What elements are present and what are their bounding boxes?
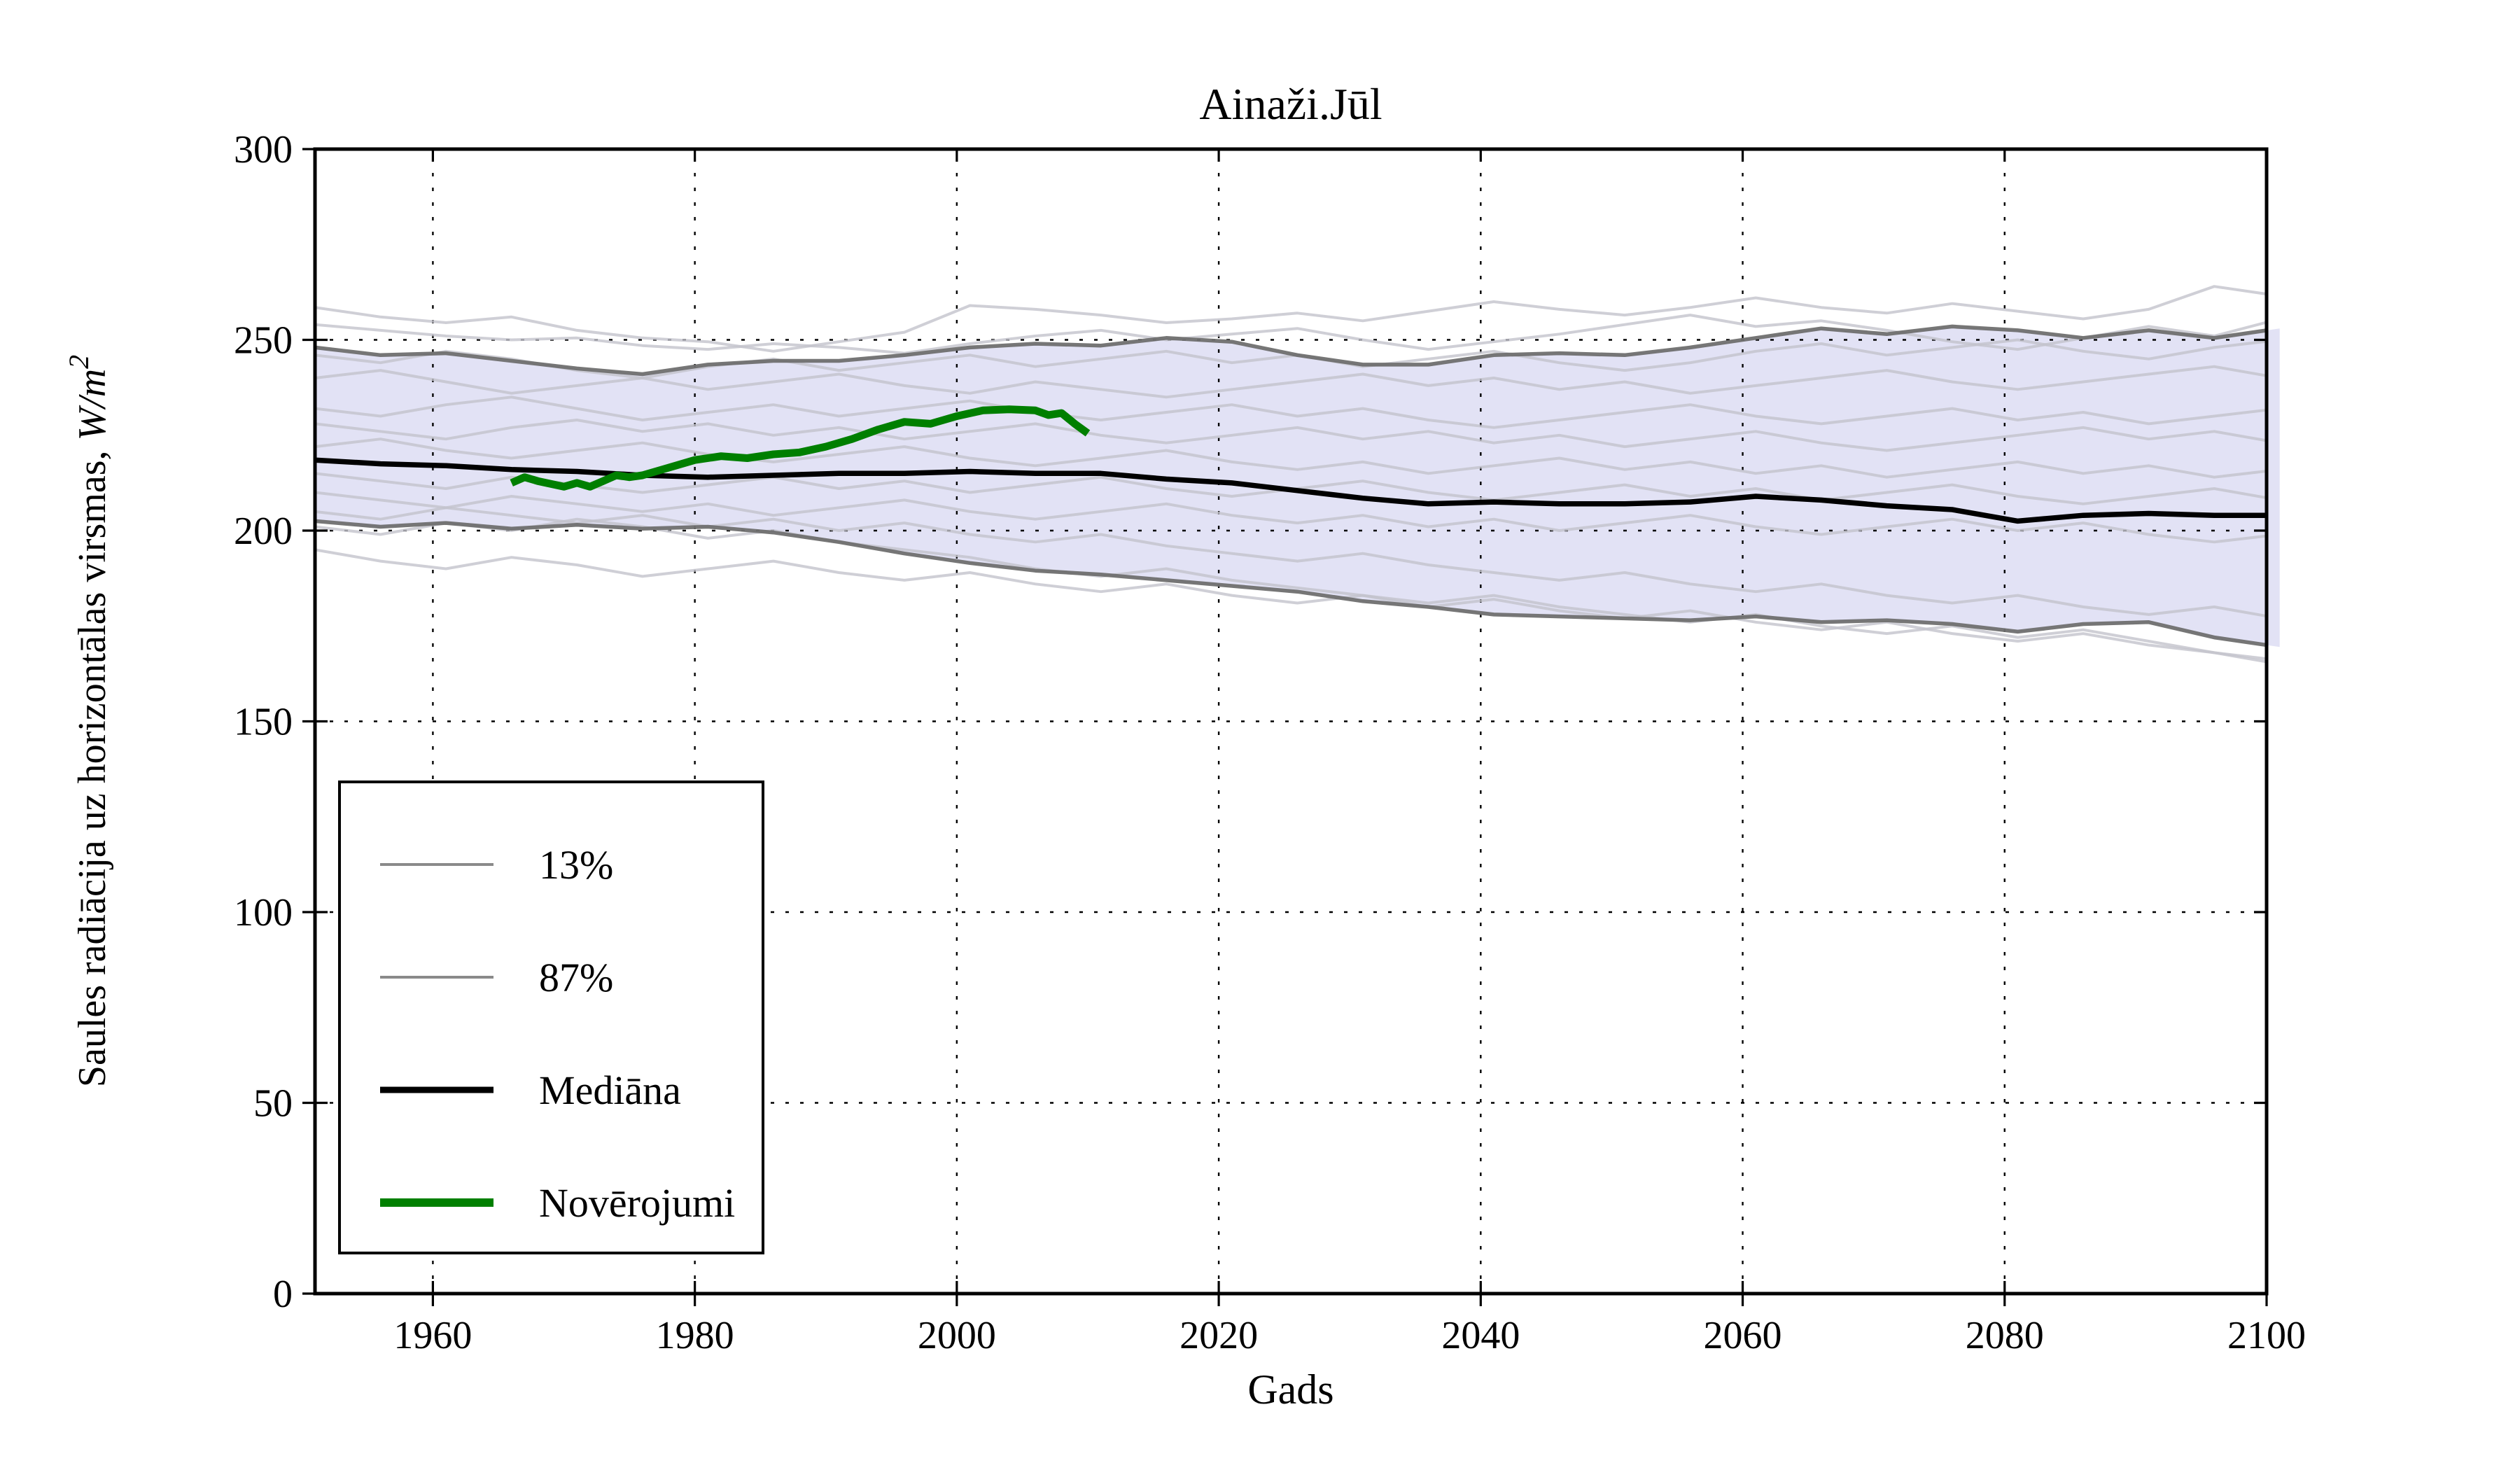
x-axis-label: Gads — [1247, 1366, 1334, 1413]
x-tick-label: 2000 — [918, 1314, 996, 1357]
legend-label: Mediāna — [539, 1068, 681, 1113]
data-lines-layer — [315, 285, 2267, 664]
x-tick-label: 2040 — [1441, 1314, 1520, 1357]
ensemble-member-line — [315, 314, 2267, 355]
x-tick-label: 2100 — [2227, 1314, 2306, 1357]
ensemble-member-line — [315, 548, 2267, 664]
ensemble-member-line — [315, 419, 2267, 452]
legend-label: Novērojumi — [539, 1180, 735, 1226]
y-tick-label: 100 — [234, 891, 293, 934]
y-tick-label: 0 — [273, 1273, 293, 1316]
ensemble-member-line — [315, 438, 2267, 479]
ensemble-member-line — [315, 506, 2267, 618]
uncertainty-band — [315, 326, 2280, 648]
legend-box — [338, 780, 764, 1254]
x-tick-label: 2060 — [1704, 1314, 1782, 1357]
legend-label: 87% — [539, 955, 613, 1000]
x-tick-label: 2020 — [1180, 1314, 1258, 1357]
y-axis-label: Saules radiācija uz horizontālas virsmas… — [63, 355, 114, 1087]
ensemble-member-line — [315, 396, 2267, 429]
legend: 13% 87% Mediāna Novērojumi — [338, 780, 764, 1254]
percentile-13-line — [315, 519, 2267, 648]
y-tick-label: 300 — [234, 128, 293, 172]
y-tick-label: 50 — [253, 1082, 293, 1126]
y-tick-label: 200 — [234, 510, 293, 553]
x-tick-label: 2080 — [1966, 1314, 2044, 1357]
observations-line — [510, 405, 1091, 491]
y-tick-label: 150 — [234, 701, 293, 744]
x-tick-label: 1960 — [393, 1314, 472, 1357]
percentile-87-line — [315, 324, 2267, 377]
ensemble-member-line — [315, 517, 2267, 661]
chart-title: Ainaži.Jūl — [1199, 79, 1382, 129]
x-tick-label: 1980 — [656, 1314, 734, 1357]
ensemble-member-line — [315, 285, 2267, 353]
ensemble-member-line — [315, 365, 2267, 399]
legend-label: 13% — [539, 842, 613, 888]
ensemble-member-line — [315, 491, 2267, 544]
y-tick-label: 250 — [234, 319, 293, 363]
ticks-layer — [302, 148, 2268, 1306]
